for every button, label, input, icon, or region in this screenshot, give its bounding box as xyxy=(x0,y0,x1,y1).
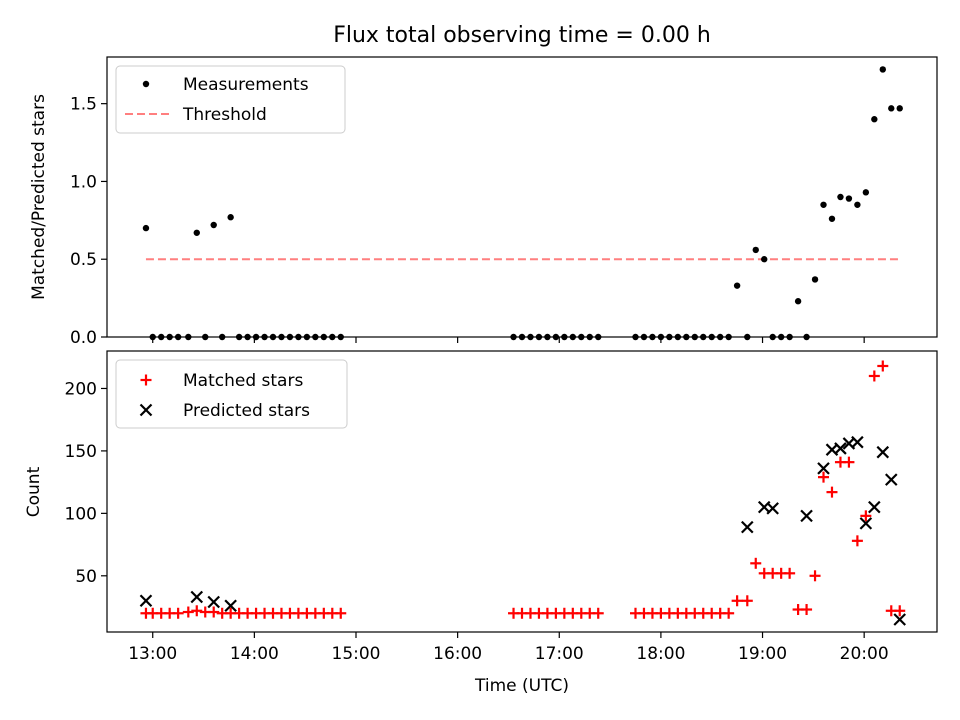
measurement-point xyxy=(854,201,861,208)
predicted-star-point xyxy=(139,594,153,608)
x-tick-label: 20:00 xyxy=(840,644,889,664)
top-legend-frame xyxy=(115,65,346,134)
measurement-point xyxy=(210,221,217,229)
predicted-star-point xyxy=(800,509,813,523)
matched-star-point xyxy=(592,607,604,619)
measurement-point xyxy=(896,105,903,112)
measurement-point xyxy=(733,282,741,289)
measurement-point xyxy=(828,215,836,222)
matched-star-point xyxy=(877,360,889,372)
legend-matched-marker xyxy=(140,374,152,386)
measurement-point xyxy=(761,256,768,263)
legend-measurements-label: Measurements xyxy=(183,75,309,95)
predicted-star-point xyxy=(893,613,907,626)
matched-star-point xyxy=(191,605,203,617)
matched-star-point xyxy=(784,567,796,579)
predicted-star-point xyxy=(817,462,830,475)
x-axis-label: Time (UTC) xyxy=(474,676,569,696)
predicted-star-point xyxy=(884,473,898,486)
matched-star-point xyxy=(868,370,880,382)
predicted-star-point xyxy=(190,590,204,604)
predicted-star-point xyxy=(224,599,237,613)
top-panel-ratio: 0.0 0.5 1.0 1.5 Matched/Predicted stars Mea… xyxy=(29,56,938,348)
matched-star-point xyxy=(741,595,753,607)
predicted-star-point xyxy=(207,595,220,609)
measurement-point xyxy=(752,246,759,254)
legend-measurements-marker xyxy=(142,80,150,88)
top-y-tick-label: 1.5 xyxy=(70,95,97,115)
top-y-tick-label: 0.5 xyxy=(70,250,97,270)
bottom-plot-frame xyxy=(106,350,938,633)
matched-star-point xyxy=(851,535,863,547)
matched-star-point xyxy=(843,456,855,468)
measurement-point xyxy=(845,195,853,202)
matched-star-point xyxy=(809,570,821,582)
matched-star-point xyxy=(860,510,872,522)
measurement-point xyxy=(227,214,234,221)
matched-star-point xyxy=(818,471,830,483)
top-y-tick-label: 1.0 xyxy=(70,172,97,192)
measurement-point xyxy=(820,201,827,208)
predicted-star-point xyxy=(851,435,864,449)
x-tick-label: 14:00 xyxy=(230,644,279,664)
bottom-y-tick-label: 150 xyxy=(65,442,97,462)
predicted-star-point xyxy=(859,517,873,530)
predicted-star-point xyxy=(868,500,881,514)
measurement-point xyxy=(142,224,150,232)
measurement-point xyxy=(879,66,886,73)
matched-star-point xyxy=(208,606,220,618)
predicted-star-point xyxy=(766,502,779,515)
measurement-point xyxy=(888,105,895,112)
x-tick-label: 17:00 xyxy=(535,644,584,664)
predicted-star-point xyxy=(741,520,754,534)
x-tick-label: 15:00 xyxy=(332,644,381,664)
measurement-point xyxy=(811,276,819,283)
x-tick-label: 19:00 xyxy=(738,644,787,664)
predicted-star-point xyxy=(834,442,847,455)
matched-star-point xyxy=(750,557,762,569)
chart-title: Flux total observing time = 0.00 h xyxy=(333,23,711,48)
matched-star-point xyxy=(182,606,194,618)
legend-predicted-label: Predicted stars xyxy=(183,401,310,421)
top-plot-frame xyxy=(106,56,938,338)
measurement-point xyxy=(871,116,878,123)
matched-star-point xyxy=(335,607,347,619)
bottom-y-tick-label: 50 xyxy=(75,567,97,587)
matched-star-point xyxy=(826,486,838,498)
matched-star-point xyxy=(801,604,813,616)
legend-threshold-label: Threshold xyxy=(182,105,267,125)
matched-star-point xyxy=(894,605,906,617)
bottom-y-tick-label: 200 xyxy=(65,379,97,399)
bottom-legend-frame xyxy=(115,359,348,429)
legend-predicted-marker xyxy=(139,403,153,417)
bottom-panel-counts: 50 100 150 200 13:00 14:00 15:00 16:00 17:00 18:… xyxy=(24,350,938,696)
bottom-y-axis-label: Count xyxy=(24,466,44,517)
predicted-star-point xyxy=(876,445,890,459)
measurement-point xyxy=(862,189,870,196)
matched-star-point xyxy=(723,607,735,619)
x-tick-label: 13:00 xyxy=(128,644,177,664)
top-y-axis-label: Matched/Predicted stars xyxy=(29,94,49,300)
legend-matched-label: Matched stars xyxy=(183,371,303,391)
top-y-tick-label: 0.0 xyxy=(70,328,97,348)
measurement-point xyxy=(837,193,844,201)
measurement-point xyxy=(193,229,200,236)
bottom-y-tick-label: 100 xyxy=(65,504,97,524)
top-legend: Measurements Threshold xyxy=(115,65,346,134)
matched-star-point xyxy=(731,595,743,607)
measurement-point xyxy=(794,298,802,305)
x-tick-label: 18:00 xyxy=(636,644,685,664)
x-tick-label: 16:00 xyxy=(433,644,482,664)
matched-star-point xyxy=(172,607,184,619)
bottom-legend: Matched stars Predicted stars xyxy=(115,359,348,429)
